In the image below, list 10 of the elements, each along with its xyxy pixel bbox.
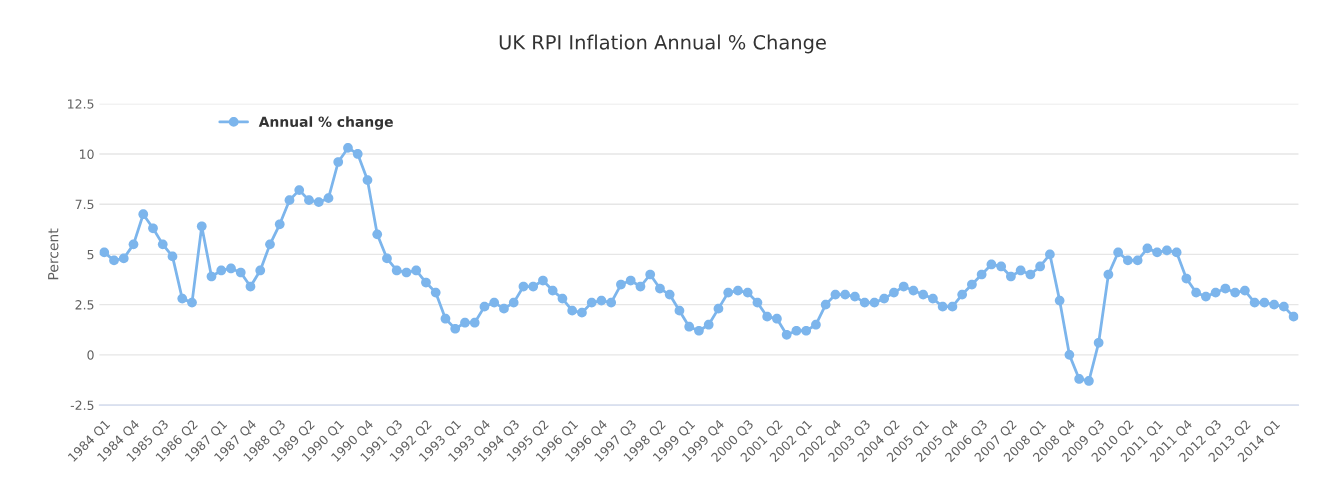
y-tick-label: 12.5 [68, 99, 94, 109]
y-tick-label: 7.5 [75, 199, 94, 210]
y-tick-label: -2.5 [70, 400, 94, 411]
legend-label: Annual % change [258, 116, 393, 130]
y-tick-label: 10 [79, 149, 94, 159]
y-axis-title: Percent [48, 228, 59, 280]
y-tick-label: 0 [87, 350, 94, 360]
y-tick-label: 2.5 [75, 300, 94, 310]
y-tick-label: 5 [87, 250, 94, 260]
chart-title: UK RPI Inflation Annual % Change [499, 34, 826, 54]
